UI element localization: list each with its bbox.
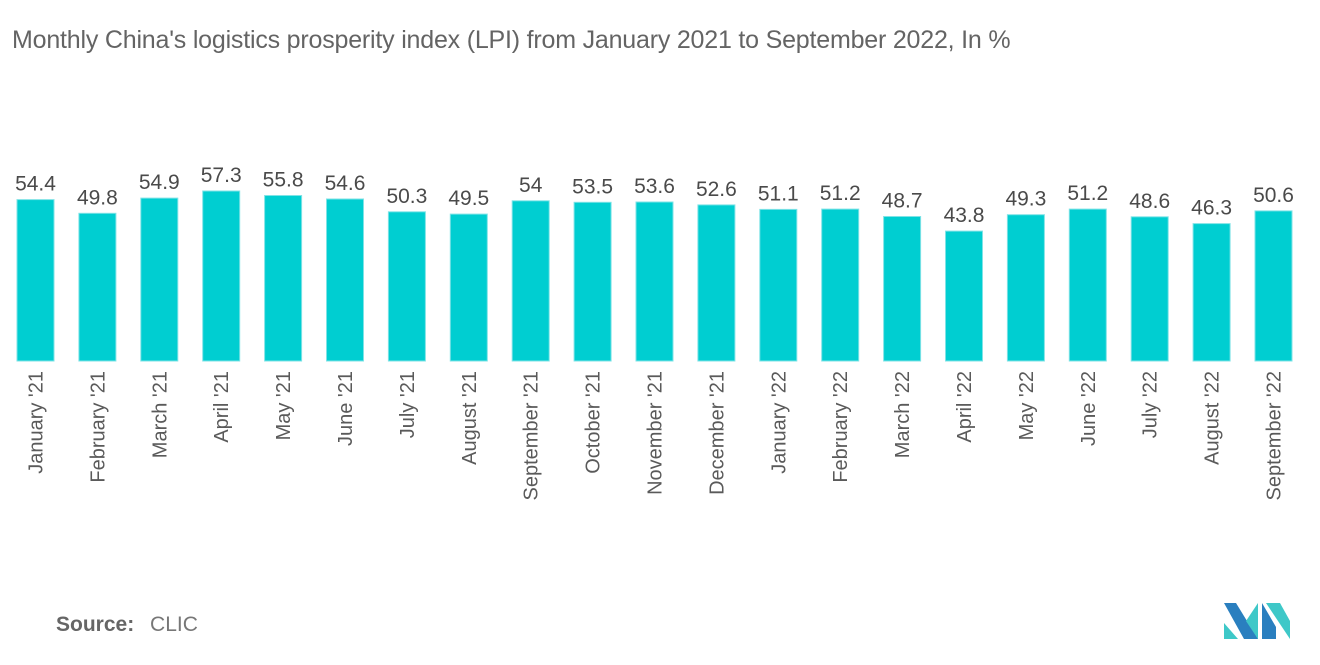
value-label: 51.2 xyxy=(1067,182,1108,205)
bar xyxy=(1068,208,1107,362)
category-label: September '22 xyxy=(1264,371,1286,500)
bar xyxy=(16,199,55,362)
bar xyxy=(1192,223,1231,362)
category-label: January '21 xyxy=(26,371,48,474)
value-label: 48.6 xyxy=(1129,190,1170,213)
bar xyxy=(202,190,241,362)
bar xyxy=(387,211,426,362)
bar xyxy=(140,197,179,362)
mordor-intelligence-logo-icon xyxy=(1224,603,1290,639)
category-label: March '22 xyxy=(892,371,914,458)
bar xyxy=(635,201,674,362)
value-label: 46.3 xyxy=(1191,197,1232,220)
bar-chart: 54.4 49.8 54.9 57.3 55.8 54.6 50.3 49.5 54 53.5 53… xyxy=(15,164,1294,500)
source-note: Source: CLIC xyxy=(56,613,198,637)
bar xyxy=(511,200,550,362)
value-label: 51.1 xyxy=(758,182,799,205)
category-label: May '22 xyxy=(1016,371,1038,440)
bar xyxy=(697,204,736,362)
bar xyxy=(573,201,612,362)
category-label: February '22 xyxy=(830,371,852,483)
value-label: 50.6 xyxy=(1253,184,1294,207)
value-label: 50.3 xyxy=(386,185,427,208)
bar xyxy=(264,195,303,362)
bar xyxy=(945,230,983,362)
value-label: 48.7 xyxy=(882,190,923,213)
value-label: 54.6 xyxy=(325,172,366,195)
category-label: February '21 xyxy=(87,371,109,483)
category-label: June '21 xyxy=(335,371,357,446)
source-label: Source: xyxy=(56,613,135,636)
value-label: 43.8 xyxy=(944,204,985,227)
category-label: July '22 xyxy=(1140,371,1162,438)
value-labels-group: 54.4 49.8 54.9 57.3 55.8 54.6 50.3 49.5 54 53.5 53… xyxy=(15,164,1294,227)
category-label: October '21 xyxy=(583,371,605,474)
category-label: April '21 xyxy=(211,371,233,443)
bar xyxy=(326,198,364,362)
value-label: 54.9 xyxy=(139,171,180,194)
bar xyxy=(449,213,488,362)
source-value: CLIC xyxy=(150,613,198,636)
category-label: May '21 xyxy=(273,371,295,440)
bar xyxy=(883,216,922,362)
bar xyxy=(1006,214,1045,362)
value-label: 52.6 xyxy=(696,178,737,201)
bar xyxy=(1254,210,1293,362)
bar xyxy=(759,208,798,362)
category-label: July '21 xyxy=(397,371,419,438)
value-label: 49.3 xyxy=(1005,188,1046,211)
value-label: 51.2 xyxy=(820,182,861,205)
category-label: January '22 xyxy=(768,371,790,474)
bars-group xyxy=(16,190,1293,362)
category-label: August '21 xyxy=(459,371,481,465)
category-label: March '21 xyxy=(149,371,171,458)
category-label: December '21 xyxy=(706,371,728,495)
category-labels-group: January '21 February '21 March '21 April '2… xyxy=(26,371,1286,500)
value-label: 53.6 xyxy=(634,175,675,198)
value-label: 57.3 xyxy=(201,164,242,187)
value-label: 55.8 xyxy=(263,169,304,192)
category-label: June '22 xyxy=(1078,371,1100,446)
value-label: 54.4 xyxy=(15,173,56,196)
chart-title: Monthly China's logistics prosperity ind… xyxy=(12,26,1011,54)
bar xyxy=(78,212,117,362)
category-label: September '21 xyxy=(521,371,543,500)
value-label: 53.5 xyxy=(572,175,613,198)
category-label: August '22 xyxy=(1202,371,1224,465)
category-label: April '22 xyxy=(954,371,976,443)
bar xyxy=(1130,216,1169,362)
category-label: November '21 xyxy=(645,371,667,495)
bar xyxy=(821,208,860,362)
value-label: 49.5 xyxy=(448,187,489,210)
value-label: 49.8 xyxy=(77,186,118,209)
value-label: 54 xyxy=(519,174,543,197)
